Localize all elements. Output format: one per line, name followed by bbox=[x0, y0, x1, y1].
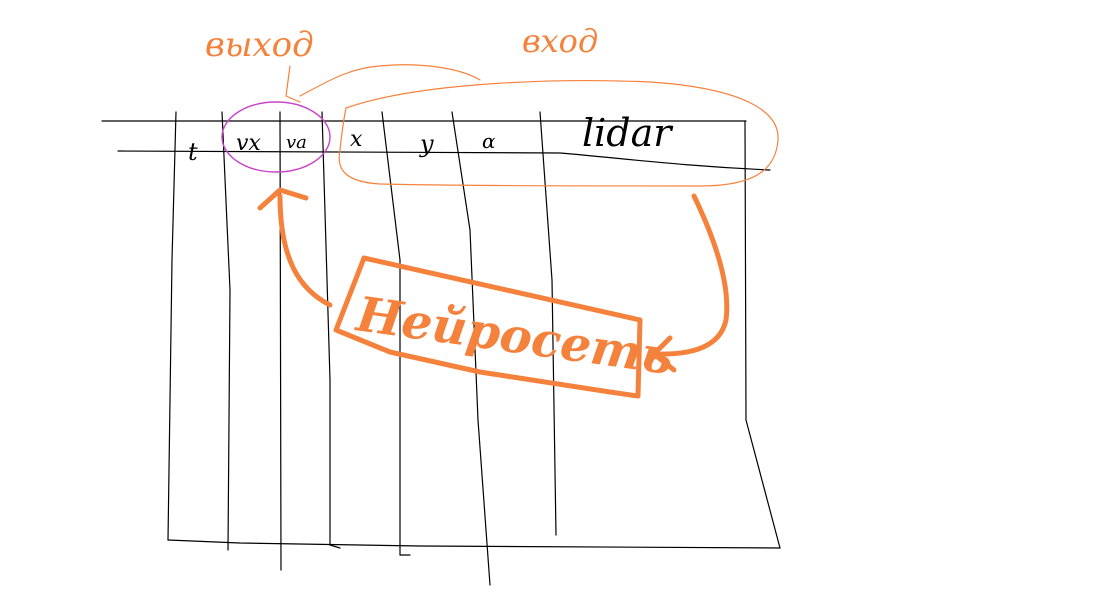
arrow-from-input bbox=[653, 193, 730, 357]
input-label: вход bbox=[522, 22, 598, 60]
column-header-lidar: lidar bbox=[582, 111, 674, 155]
column-divider-y bbox=[451, 111, 491, 586]
column-header-vx: vx bbox=[236, 131, 261, 156]
column-header-va: va bbox=[286, 132, 307, 153]
arrow-to-output bbox=[277, 193, 333, 308]
table-left-border bbox=[167, 111, 177, 541]
output-columns-highlight bbox=[221, 101, 331, 173]
output-label-pointer bbox=[285, 65, 301, 103]
column-header-alpha: α bbox=[482, 129, 496, 153]
column-divider-vx bbox=[279, 111, 282, 571]
neural-net-box bbox=[333, 255, 643, 399]
column-divider-alpha bbox=[539, 111, 557, 536]
column-divider-va bbox=[321, 111, 341, 549]
table-bottom-line bbox=[167, 539, 781, 549]
output-label: выход bbox=[205, 25, 314, 65]
header-bottom-line bbox=[117, 150, 771, 171]
column-header-y: y bbox=[419, 130, 434, 158]
arrow-from-input-head bbox=[651, 335, 677, 373]
input-columns-highlight bbox=[338, 80, 779, 187]
column-header-x: x bbox=[350, 127, 363, 152]
column-divider-x bbox=[381, 111, 411, 556]
input-label-connector bbox=[299, 64, 481, 97]
column-divider-t bbox=[221, 111, 231, 551]
column-headers: t vx va x y α lidar bbox=[188, 111, 674, 166]
column-header-t: t bbox=[188, 138, 198, 166]
arrow-to-output-head bbox=[257, 187, 309, 211]
table-right-border bbox=[744, 120, 781, 549]
